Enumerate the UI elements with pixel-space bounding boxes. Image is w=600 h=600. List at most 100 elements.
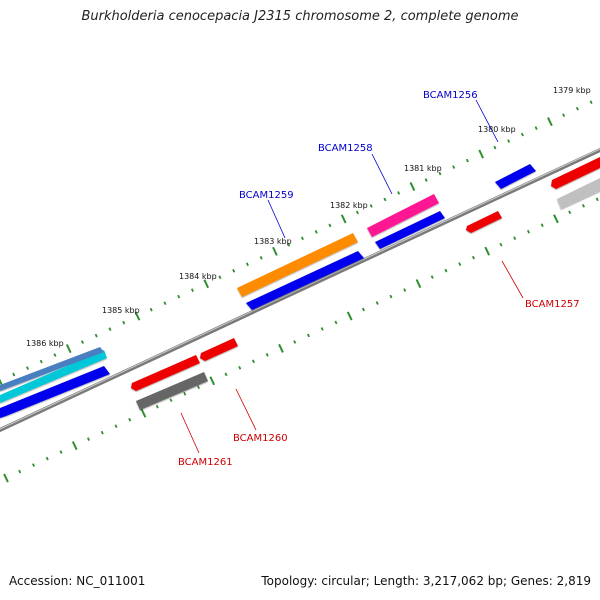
scale-tick-inner — [128, 417, 132, 422]
leader-bcam1257 — [501, 260, 524, 299]
scale-tick-outer — [25, 366, 29, 370]
scale-tick-inner — [265, 353, 269, 357]
scale-tick-inner — [403, 288, 407, 292]
scale-tick-outer — [287, 242, 291, 247]
scale-tick-outer — [438, 171, 442, 176]
scale-tick-inner — [169, 398, 173, 403]
accession-text: Accession: NC_011001 — [9, 574, 146, 588]
scale-tick-outer — [589, 100, 593, 105]
gene-label-bcam1256[interactable]: BCAM1256 — [423, 90, 478, 101]
scale-tick-inner — [484, 246, 491, 256]
scale-label-1380: 1380 kbp — [478, 125, 516, 134]
scale-tick-inner — [278, 343, 284, 353]
feature-cog-lightgray[interactable] — [557, 178, 600, 209]
scale-tick-outer — [397, 191, 401, 195]
scale-tick-inner — [375, 301, 379, 305]
scale-tick-outer — [80, 340, 84, 344]
scale-tick-inner — [293, 340, 297, 344]
leader-bcam1259 — [267, 199, 286, 239]
scale-tick-outer — [409, 181, 416, 191]
scale-tick-outer — [232, 268, 236, 273]
scale-tick-outer — [340, 214, 347, 224]
scale-tick-inner — [196, 385, 200, 390]
scale-tick-inner — [155, 404, 159, 409]
gene-label-bcam1260[interactable]: BCAM1260 — [233, 433, 288, 444]
gene-label-bcam1258[interactable]: BCAM1258 — [318, 143, 373, 154]
feature-cds-blue-4[interactable] — [495, 164, 536, 189]
feature-layer — [0, 157, 600, 418]
scale-tick-outer — [520, 132, 524, 137]
scale-label-1379: 1379 kbp — [553, 86, 591, 95]
scale-tick-outer — [149, 307, 153, 312]
gene-label-bcam1257[interactable]: BCAM1257 — [525, 299, 580, 310]
scale-tick-outer — [203, 279, 210, 289]
map-title: Burkholderia cenocepacia J2315 chromosom… — [81, 9, 519, 24]
scale-tick-outer — [300, 236, 304, 241]
feature-cog-cyan[interactable] — [0, 350, 107, 403]
scale-tick-outer — [12, 372, 16, 377]
scale-tick-inner — [458, 262, 462, 266]
scale-tick-inner — [389, 294, 393, 299]
feature-cog-orange[interactable] — [237, 233, 358, 297]
scale-tick-outer — [534, 126, 538, 130]
scale-label-1386: 1386 kbp — [26, 339, 64, 348]
scale-tick-inner — [540, 223, 544, 228]
scale-tick-outer — [369, 204, 373, 208]
scale-tick-inner — [595, 197, 599, 202]
scale-tick-outer — [65, 344, 72, 354]
scale-tick-outer — [547, 117, 553, 127]
scale-tick-inner — [361, 307, 365, 312]
feature-cds-blue-2[interactable] — [246, 251, 364, 310]
scale-tick-outer — [272, 246, 278, 256]
scale-tick-outer — [108, 327, 112, 331]
scale-tick-outer — [190, 288, 194, 293]
scale-tick-outer — [177, 294, 181, 299]
scale-tick-outer — [94, 333, 98, 338]
feature-cds-red-3[interactable] — [466, 211, 502, 233]
feature-cds-red-4[interactable] — [551, 157, 600, 189]
scale-label-1382: 1382 kbp — [330, 201, 368, 210]
scale-tick-outer — [424, 178, 428, 182]
scale-tick-outer — [0, 378, 3, 386]
scale-tick-outer — [452, 165, 456, 169]
scale-tick-inner — [183, 391, 187, 396]
scale-tick-outer — [39, 359, 43, 364]
feature-cds-blue-1[interactable] — [0, 366, 110, 418]
scale-tick-inner — [568, 210, 572, 215]
scale-tick-outer — [259, 255, 263, 260]
scale-label-1384: 1384 kbp — [179, 272, 217, 281]
feature-cog-steelblue[interactable] — [0, 347, 104, 391]
feature-cds-red-1[interactable] — [131, 355, 200, 391]
scale-tick-outer — [122, 320, 126, 325]
scale-tick-outer — [218, 275, 222, 280]
scale-tick-inner — [3, 473, 9, 483]
scale-tick-outer — [245, 262, 249, 267]
scale-tick-outer — [493, 145, 497, 150]
scale-tick-inner — [209, 376, 216, 386]
scale-tick-outer — [383, 197, 387, 202]
scale-tick-inner — [553, 214, 559, 224]
scale-tick-inner — [18, 469, 22, 474]
scale-tick-inner — [32, 463, 35, 467]
leader-bcam1258 — [371, 153, 393, 195]
feature-cog-gray[interactable] — [136, 372, 208, 410]
gene-label-bcam1259[interactable]: BCAM1259 — [239, 190, 294, 201]
gene-label-bcam1261[interactable]: BCAM1261 — [178, 457, 233, 468]
genome-summary-text: Topology: circular; Length: 3,217,062 bp… — [261, 574, 591, 588]
feature-cds-blue-3[interactable] — [375, 211, 445, 249]
scale-tick-inner — [140, 408, 147, 418]
scale-tick-outer — [562, 113, 566, 117]
leader-bcam1261 — [180, 412, 200, 454]
feature-cog-pink[interactable] — [367, 194, 439, 237]
leader-bcam1256 — [475, 99, 499, 143]
scale-tick-inner — [224, 372, 228, 377]
scale-tick-inner — [581, 203, 585, 208]
scale-tick-inner — [114, 424, 118, 428]
feature-cds-red-2[interactable] — [200, 338, 238, 361]
leader-bcam1260 — [235, 388, 257, 431]
scale-tick-outer — [328, 223, 332, 228]
scale-tick-outer — [465, 158, 469, 163]
genome-backbone — [0, 148, 600, 432]
scale-label-1381: 1381 kbp — [404, 164, 442, 173]
